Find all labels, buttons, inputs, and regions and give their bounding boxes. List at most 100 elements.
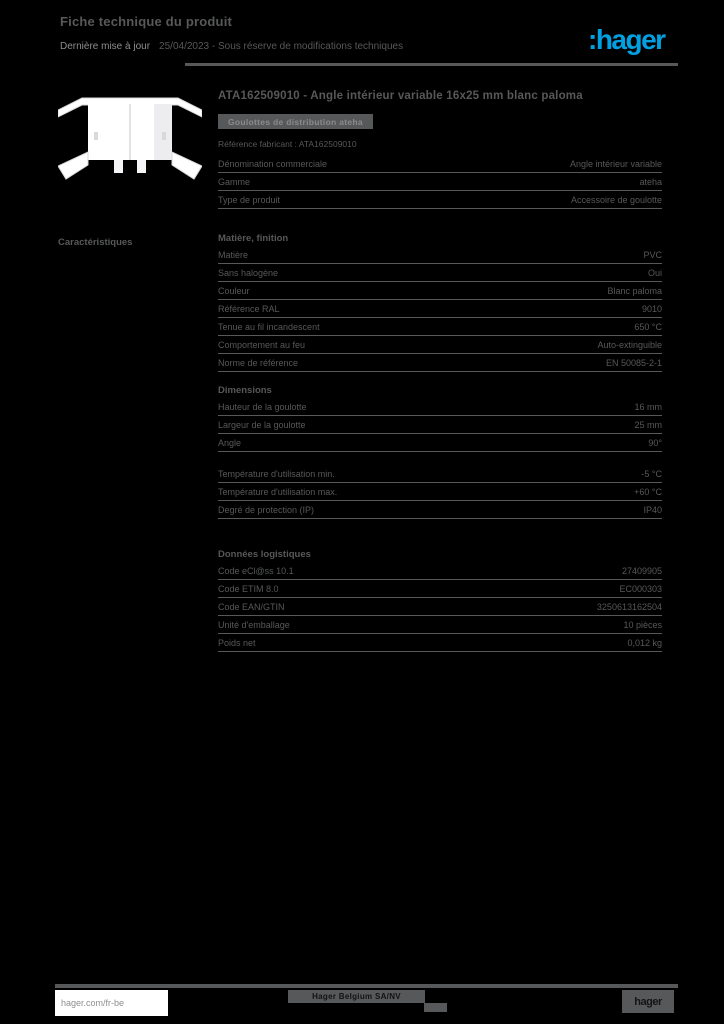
- spec-label: Hauteur de la goulotte: [218, 402, 307, 412]
- document-update-value: 25/04/2023 - Sous réserve de modificatio…: [159, 41, 404, 52]
- spec-value: 25 mm: [634, 420, 662, 430]
- spec-label: Code EAN/GTIN: [218, 602, 285, 612]
- spec-value: EN 50085-2-1: [605, 358, 662, 368]
- spec-section: Température d'utilisation min. -5 °C Tem…: [218, 465, 662, 519]
- product-top-flange: [58, 97, 202, 118]
- reference-note: Référence fabricant : ATA162509010: [218, 139, 357, 149]
- spec-label: Gamme: [218, 177, 251, 187]
- spec-label: Degré de protection (IP): [218, 505, 315, 515]
- spec-value: Accessoire de goulotte: [570, 195, 662, 205]
- category-badge: Goulottes de distribution ateha: [218, 114, 373, 129]
- spec-label: Dénomination commerciale: [218, 159, 328, 169]
- spec-label: Tenue au fil incandescent: [218, 322, 320, 332]
- spec-value: ateha: [639, 177, 662, 187]
- spec-label: Température d'utilisation max.: [218, 487, 338, 497]
- spec-value: 27409905: [621, 566, 662, 576]
- spec-value: 9010: [641, 304, 662, 314]
- spec-label: Comportement au feu: [218, 340, 306, 350]
- spec-label: Couleur: [218, 286, 250, 296]
- spec-row: Gamme ateha: [218, 173, 662, 191]
- spec-label: Code eCl@ss 10.1: [218, 566, 294, 576]
- product-bottom-flange-right: [171, 151, 202, 180]
- spec-value: IP40: [643, 505, 662, 515]
- spec-label: Température d'utilisation min.: [218, 469, 335, 479]
- footer-company-band: Hager Belgium SA/NV: [288, 990, 425, 1003]
- spec-row: Tenue au fil incandescent 650 °C: [218, 318, 662, 336]
- spec-value: +60 °C: [634, 487, 662, 497]
- spec-label: Référence RAL: [218, 304, 280, 314]
- footer-brand-label: hager: [634, 995, 662, 1008]
- spec-row: Code ETIM 8.0 EC000303: [218, 580, 662, 598]
- sidebar-section-label: Caractéristiques: [58, 237, 133, 248]
- section-heading: Matière, finition: [218, 233, 289, 244]
- product-foot-right: [137, 160, 146, 173]
- spec-row: Poids net 0,012 kg: [218, 634, 662, 652]
- spec-row: Température d'utilisation max. +60 °C: [218, 483, 662, 501]
- section-heading: Données logistiques: [218, 549, 311, 560]
- section-rows: Matière PVC Sans halogène Oui Couleur Bl…: [218, 246, 662, 372]
- product-image: [58, 97, 202, 180]
- main-column: ATA162509010 - Angle intérieur variable …: [218, 90, 662, 665]
- spec-row: Degré de protection (IP) IP40: [218, 501, 662, 519]
- spec-value: PVC: [643, 250, 662, 260]
- spec-value: Angle intérieur variable: [569, 159, 662, 169]
- spec-label: Matière: [218, 250, 249, 260]
- product-slot-left: [94, 132, 98, 140]
- spec-value: EC000303: [619, 584, 662, 594]
- spec-row: Matière PVC: [218, 246, 662, 264]
- footer-divider: [55, 984, 678, 988]
- spec-value: 16 mm: [634, 402, 662, 412]
- spec-value: 0,012 kg: [627, 638, 662, 648]
- spec-value: Oui: [647, 268, 662, 278]
- spec-value: 90°: [648, 438, 662, 448]
- section-rows: Hauteur de la goulotte 16 mm Largeur de …: [218, 398, 662, 452]
- spec-row: Largeur de la goulotte 25 mm: [218, 416, 662, 434]
- product-bottom-flange-left: [58, 151, 89, 180]
- characteristics-tables: Matière, finition Matière PVC Sans halog…: [218, 233, 662, 652]
- spec-row: Couleur Blanc paloma: [218, 282, 662, 300]
- spec-value: 650 °C: [634, 322, 662, 332]
- document-title: Fiche technique du produit: [60, 14, 233, 29]
- product-title: ATA162509010 - Angle intérieur variable …: [218, 90, 583, 102]
- document-update-label: Dernière mise à jour: [60, 41, 151, 52]
- document-subtitle: Dernière mise à jour 25/04/2023 - Sous ré…: [60, 41, 403, 52]
- spec-row: Norme de référence EN 50085-2-1: [218, 354, 662, 372]
- hager-logo: :hager: [588, 24, 666, 55]
- footer-brand-box: hager: [622, 990, 674, 1013]
- spec-section: Matière, finition Matière PVC Sans halog…: [218, 233, 662, 372]
- spec-section: Données logistiques Code eCl@ss 10.1 274…: [218, 549, 662, 652]
- spec-label: Norme de référence: [218, 358, 299, 368]
- spec-value: Auto-extinguible: [597, 340, 662, 350]
- section-heading: Dimensions: [218, 385, 272, 396]
- spec-row: Code EAN/GTIN 3250613162504: [218, 598, 662, 616]
- spec-value: 3250613162504: [596, 602, 662, 612]
- section-rows: Température d'utilisation min. -5 °C Tem…: [218, 465, 662, 519]
- spec-row: Température d'utilisation min. -5 °C: [218, 465, 662, 483]
- spec-label: Unité d'emballage: [218, 620, 290, 630]
- product-foot-left: [114, 160, 123, 173]
- spec-label: Sans halogène: [218, 268, 279, 278]
- spec-row: Dénomination commerciale Angle intérieur…: [218, 155, 662, 173]
- spec-value: 10 pièces: [623, 620, 662, 630]
- spec-row: Hauteur de la goulotte 16 mm: [218, 398, 662, 416]
- spec-row: Code eCl@ss 10.1 27409905: [218, 562, 662, 580]
- spec-section: Dimensions Hauteur de la goulotte 16 mm …: [218, 385, 662, 452]
- product-info-table: Dénomination commerciale Angle intérieur…: [218, 155, 662, 209]
- spec-row: Comportement au feu Auto-extinguible: [218, 336, 662, 354]
- spec-value: Blanc paloma: [607, 286, 662, 296]
- website-link[interactable]: hager.com/fr-be: [55, 990, 168, 1016]
- footer-tab: [424, 1003, 447, 1012]
- spec-label: Type de produit: [218, 195, 281, 205]
- section-rows: Code eCl@ss 10.1 27409905 Code ETIM 8.0 …: [218, 562, 662, 652]
- spec-row: Type de produit Accessoire de goulotte: [218, 191, 662, 209]
- product-slot-right: [162, 132, 166, 140]
- spec-label: Angle: [218, 438, 242, 448]
- spec-row: Angle 90°: [218, 434, 662, 452]
- spec-label: Poids net: [218, 638, 256, 648]
- spec-row: Référence RAL 9010: [218, 300, 662, 318]
- spec-value: -5 °C: [641, 469, 662, 479]
- header-divider: [185, 63, 678, 66]
- spec-label: Largeur de la goulotte: [218, 420, 306, 430]
- spec-label: Code ETIM 8.0: [218, 584, 279, 594]
